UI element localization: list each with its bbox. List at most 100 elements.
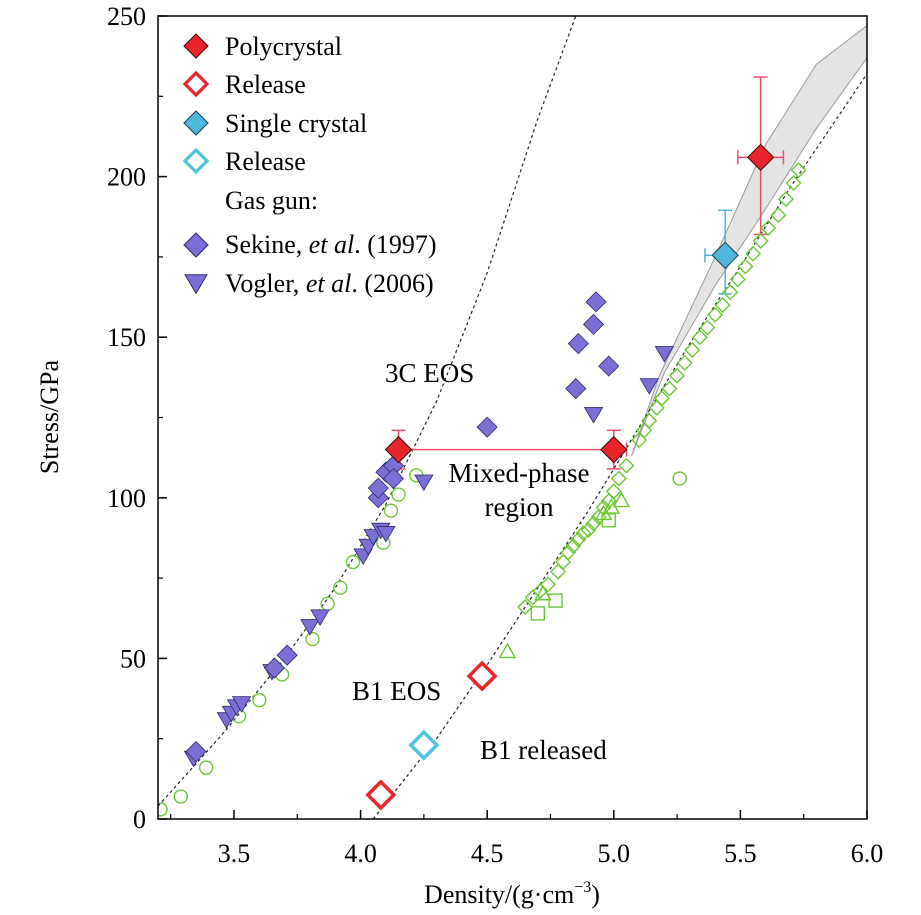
y-axis-label: Stress/GPa (35, 359, 64, 474)
release-red-marker (365, 779, 397, 811)
green-diamond-marker (777, 191, 794, 208)
green-diamond-marker (785, 175, 802, 192)
y-tick-label: 50 (120, 644, 146, 673)
legend-label-single-crystal: Single crystal (225, 109, 367, 138)
annotation-region: region (485, 492, 554, 522)
green-diamond-marker (790, 162, 807, 179)
legend-sekine-post: . (1997) (354, 230, 436, 259)
green-circle-marker (333, 580, 348, 595)
green-diamond-marker (691, 329, 708, 346)
single-crystal-marker (711, 241, 739, 270)
green-diamond-marker (605, 483, 622, 500)
gas-gun-markers (183, 291, 675, 768)
green-diamond-marker (539, 576, 556, 593)
green-circle-marker (345, 554, 361, 570)
legend-vogler-icon (184, 274, 208, 295)
legend-vogler-em: et al (306, 269, 352, 298)
green-diamond-marker (580, 521, 597, 538)
green-triangle-marker (498, 642, 517, 659)
green-diamond-marker (585, 515, 602, 532)
x-axis-label-end: ) (591, 880, 600, 909)
green-diamond-marker (770, 207, 787, 224)
legend-markers (182, 33, 210, 295)
sekine-marker (185, 740, 207, 763)
green-diamond-marker (737, 258, 754, 275)
y-tick-label: 250 (107, 2, 146, 31)
sekine-marker (565, 378, 587, 400)
green-diamond-marker (760, 220, 777, 236)
x-tick-label: 4.5 (471, 839, 504, 868)
green-circle-marker (252, 692, 267, 708)
green-square-marker (548, 593, 563, 608)
legend-label-polycrystal: Polycrystal (225, 32, 342, 61)
green-diamond-marker (517, 599, 534, 615)
green-diamond-marker (641, 412, 658, 429)
green-diamond-marker (550, 563, 567, 580)
polycrystal-marker (600, 435, 628, 464)
legend-label-release-red: Release (225, 70, 306, 99)
green-diamond-marker (618, 457, 635, 474)
green-circle-marker (305, 631, 320, 647)
legend-sekine-icon (183, 232, 209, 258)
annotation-b1-eos: B1 EOS (352, 676, 441, 706)
green-diamond-marker (669, 367, 686, 384)
annotation-mixed-phase: Mixed-phase (449, 458, 590, 488)
vogler-marker (583, 407, 604, 424)
legend-vogler-pre: Vogler, (225, 269, 306, 298)
shaded-band (631, 25, 867, 457)
annotation-3c-eos: 3C EOS (385, 358, 474, 388)
y-tick-label: 100 (107, 484, 146, 513)
green-diamond-marker (699, 319, 716, 336)
legend-vogler-post: . (2006) (351, 269, 433, 298)
x-tick-label: 4.0 (344, 839, 377, 868)
x-axis-label: Density/(g·cm−3) (424, 879, 600, 909)
green-triangle-marker (534, 584, 552, 601)
green-diamond-marker (575, 525, 592, 542)
legend-label-vogler: Vogler, et al. (2006) (225, 269, 434, 298)
sekine-marker (367, 477, 389, 499)
sekine-marker (582, 313, 605, 335)
vogler-marker (231, 696, 252, 713)
sekine-marker (382, 467, 405, 490)
x-tick-label: 6.0 (851, 839, 884, 868)
green-circle-marker (383, 503, 399, 518)
green-circle-marker (158, 802, 168, 817)
legend-gas-gun-title: Gas gun: (225, 186, 318, 215)
green-diamond-marker (595, 499, 612, 516)
x-tick-label: 5.0 (598, 839, 631, 868)
green-diamond-marker (745, 245, 762, 262)
sekine-marker (476, 416, 498, 438)
x-tick-label: 3.5 (218, 839, 251, 868)
green-diamond-marker (752, 232, 769, 249)
vogler-marker (310, 609, 330, 626)
green-circle-marker (391, 487, 406, 502)
y-tick-label: 150 (107, 323, 146, 352)
y-tick-label: 200 (107, 163, 146, 192)
green-diamond-marker (714, 297, 731, 314)
band-polygon (631, 25, 867, 457)
green-diamond-marker (565, 537, 582, 554)
green-diamond-marker (653, 390, 670, 407)
green-diamond-marker (729, 271, 746, 288)
green-diamond-marker (684, 342, 701, 359)
green-diamond-marker (676, 354, 693, 371)
sekine-marker (276, 644, 298, 666)
sekine-marker (567, 333, 589, 355)
sekine-marker (585, 291, 607, 313)
vogler-marker (300, 619, 320, 636)
green-diamond-marker (610, 470, 627, 487)
green-diamond-marker (707, 306, 724, 323)
green-diamond-marker (570, 531, 587, 548)
legend-label-sekine: Sekine, et al. (1997) (225, 230, 437, 259)
green-circle-marker (672, 471, 687, 486)
experimental-markers (365, 143, 775, 811)
green-circle-marker (173, 789, 188, 804)
vogler-marker (639, 378, 659, 395)
sekine-marker (263, 657, 286, 679)
annotation-b1-released: B1 released (480, 735, 607, 765)
axis-ticks: 3.5 4.0 4.5 5.0 5.5 6.0 0 50 100 150 200 250 (107, 2, 883, 868)
legend-single-crystal-icon (183, 110, 209, 136)
vogler-marker (376, 525, 396, 543)
legend-polycrystal-icon (183, 33, 209, 59)
